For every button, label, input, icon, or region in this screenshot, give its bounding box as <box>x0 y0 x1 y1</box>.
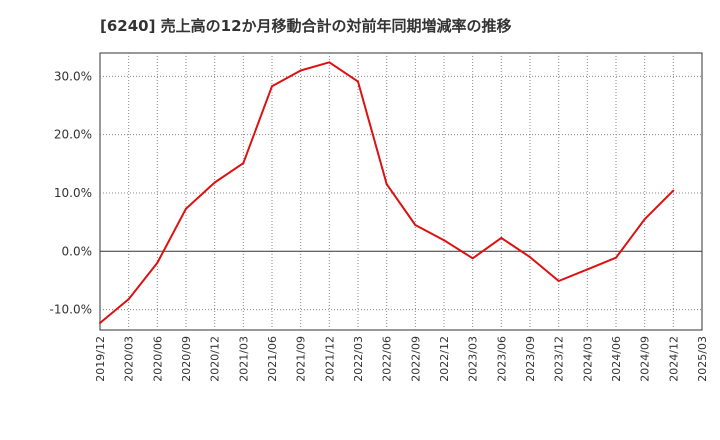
data-point <box>443 239 445 242</box>
x-axis: 2019/12 2020/03 2020/06 2020/09 2020/12 2021/… <box>94 336 709 382</box>
y-tick-label: -10.0% <box>50 303 92 317</box>
data-point <box>271 85 273 88</box>
x-tick-label: 2022/06 <box>381 336 394 382</box>
y-tick-label: 30.0% <box>54 69 92 83</box>
plot-area <box>99 52 703 331</box>
data-point <box>385 183 388 186</box>
x-tick-label: 2020/09 <box>180 336 193 382</box>
x-tick-label: 2020/03 <box>123 336 136 382</box>
x-tick-label: 2023/06 <box>495 336 508 382</box>
chart-title: [6240] 売上高の12か月移動合計の対前年同期増減率の推移 <box>100 17 512 35</box>
data-point <box>586 268 589 271</box>
data-point <box>213 181 216 184</box>
data-point <box>471 257 474 260</box>
data-point <box>357 80 359 83</box>
x-tick-label: 2022/09 <box>409 336 422 382</box>
x-tick-label: 2024/03 <box>581 336 594 382</box>
x-tick-label: 2023/12 <box>553 336 566 382</box>
x-tick-label: 2022/03 <box>352 336 365 382</box>
x-tick-label: 2021/12 <box>323 336 336 382</box>
x-tick-label: 2022/12 <box>438 336 451 382</box>
x-tick-label: 2021/03 <box>237 336 250 382</box>
data-point <box>242 162 245 165</box>
y-axis: -10.0% 0.0% 10.0% 20.0% 30.0% <box>50 69 92 316</box>
x-tick-label: 2024/06 <box>610 336 623 382</box>
data-point <box>414 224 417 227</box>
x-tick-label: 2021/06 <box>266 336 279 382</box>
x-tick-label: 2023/03 <box>467 336 480 382</box>
data-point <box>299 69 302 72</box>
y-tick-label: 0.0% <box>62 244 93 258</box>
x-tick-label: 2024/12 <box>667 336 680 382</box>
x-tick-label: 2020/06 <box>151 336 164 382</box>
data-point <box>127 298 130 301</box>
y-tick-label: 20.0% <box>54 128 92 142</box>
x-tick-label: 2021/09 <box>295 336 308 382</box>
data-point <box>529 256 531 259</box>
data-point <box>156 261 159 264</box>
x-tick-label: 2019/12 <box>94 336 107 382</box>
data-point <box>615 256 617 259</box>
x-tick-label: 2023/09 <box>524 336 537 382</box>
data-point <box>328 61 331 64</box>
data-point <box>643 218 646 221</box>
data-point <box>185 207 187 210</box>
data-point <box>99 322 101 325</box>
x-tick-label: 2025/03 <box>696 336 709 382</box>
data-point <box>500 236 503 239</box>
x-tick-label: 2020/12 <box>209 336 222 382</box>
y-tick-label: 10.0% <box>54 186 92 200</box>
grid-lines <box>100 53 702 330</box>
data-point <box>672 189 675 192</box>
series-layer <box>99 61 675 325</box>
x-tick-label: 2024/09 <box>639 336 652 382</box>
data-point <box>557 280 560 283</box>
